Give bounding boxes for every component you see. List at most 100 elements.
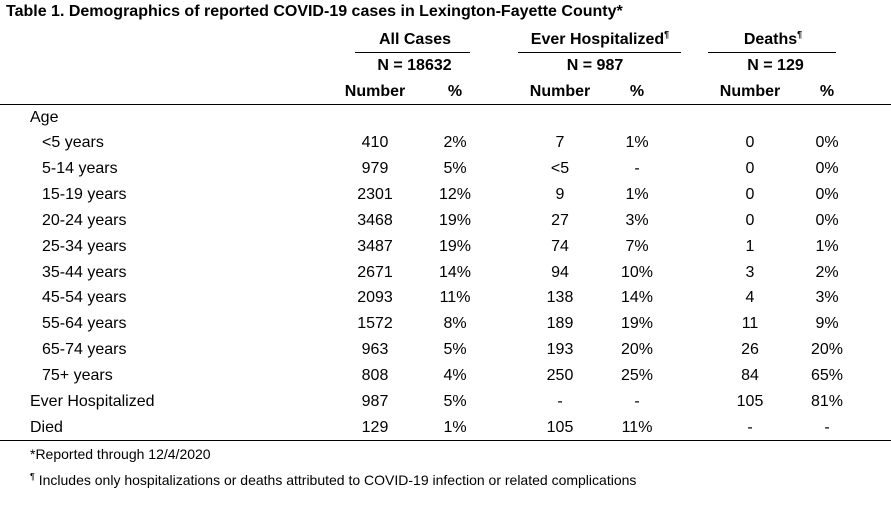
row-label: 5-14 years	[42, 160, 118, 177]
table-cell: 25%	[620, 367, 654, 384]
table-row: 5-14 years 979 5% <5 - 0 0%	[0, 160, 891, 186]
table-cell: 2%	[443, 134, 467, 151]
group-header-ever-hospitalized: Ever Hospitalized¶	[520, 29, 680, 49]
table-cell: 987	[361, 393, 389, 410]
group-underline	[708, 52, 836, 53]
subheader-percent: %	[447, 83, 463, 100]
table-row: 55-64 years 1572 8% 189 19% 11 9%	[0, 315, 891, 341]
table-cell: 410	[361, 134, 389, 151]
group-header-deaths: Deaths¶	[718, 29, 828, 49]
table-row: Died 129 1% 105 11% - -	[0, 419, 891, 445]
table-cell: 74	[551, 238, 569, 255]
table-cell: 0%	[815, 160, 839, 177]
table-cell: 0	[745, 212, 755, 229]
row-label: 20-24 years	[42, 212, 127, 229]
group-underline	[518, 52, 681, 53]
table-cell: 808	[361, 367, 389, 384]
table-cell: <5	[550, 160, 570, 177]
footnote-mark: ¶	[664, 29, 670, 40]
table-cell: -	[747, 419, 753, 436]
row-label: 15-19 years	[42, 186, 127, 203]
table-cell: 1%	[443, 419, 467, 436]
table-cell: 65%	[810, 367, 844, 384]
table-cell: 0%	[815, 212, 839, 229]
table-cell: 19%	[620, 315, 654, 332]
table-cell: 0	[745, 160, 755, 177]
table-cell: 250	[546, 367, 574, 384]
group-header-all-cases: All Cases	[360, 31, 470, 49]
subheader-percent: %	[819, 83, 835, 100]
table-cell: 979	[361, 160, 389, 177]
table-cell: -	[634, 160, 640, 177]
table-cell: 3	[745, 264, 755, 281]
table-cell: 138	[546, 289, 574, 306]
row-label: Died	[30, 419, 63, 436]
row-label: 25-34 years	[42, 238, 127, 255]
table-cell: 1%	[815, 238, 839, 255]
table-cell: 105	[546, 419, 574, 436]
footnote-text: Includes only hospitalizations or deaths…	[38, 472, 637, 488]
bottom-rule	[0, 440, 891, 441]
table-cell: 7	[555, 134, 565, 151]
row-label: Ever Hospitalized	[30, 393, 155, 410]
table-cell: 3487	[357, 238, 393, 255]
footnote-includes: ¶ Includes only hospitalizations or deat…	[30, 472, 636, 488]
table-cell: 20%	[810, 341, 844, 358]
table-cell: 193	[546, 341, 574, 358]
subheader-percent: %	[629, 83, 645, 100]
group-underline	[355, 52, 470, 53]
row-label: 75+ years	[42, 367, 113, 384]
table-row: 25-34 years 3487 19% 74 7% 1 1%	[0, 238, 891, 264]
row-label: 35-44 years	[42, 264, 127, 281]
table-cell: 7%	[625, 238, 649, 255]
group-name: Deaths	[743, 31, 798, 48]
table-cell: -	[634, 393, 640, 410]
table-row: 75+ years 808 4% 250 25% 84 65%	[0, 367, 891, 393]
table-cell: 4%	[443, 367, 467, 384]
n-all-cases: N = 18632	[377, 57, 452, 74]
table-cell: -	[824, 419, 830, 436]
table-cell: 1%	[625, 186, 649, 203]
table-cell: 0%	[815, 134, 839, 151]
table-cell: 3%	[625, 212, 649, 229]
table-cell: 5%	[443, 393, 467, 410]
table-cell: 14%	[438, 264, 472, 281]
table-cell: -	[557, 393, 563, 410]
table-cell: 3468	[357, 212, 393, 229]
table-cell: 0%	[815, 186, 839, 203]
table-cell: 9	[555, 186, 565, 203]
table-cell: 81%	[810, 393, 844, 410]
table-row: 15-19 years 2301 12% 9 1% 0 0%	[0, 186, 891, 212]
table-cell: 11%	[439, 289, 471, 306]
footnote-mark: ¶	[30, 471, 35, 482]
row-label: 55-64 years	[42, 315, 127, 332]
table-row: 45-54 years 2093 11% 138 14% 4 3%	[0, 289, 891, 315]
n-deaths: N = 129	[747, 57, 804, 74]
row-label: 65-74 years	[42, 341, 127, 358]
table-cell: 9%	[815, 315, 839, 332]
table-cell: 84	[741, 367, 759, 384]
table-row: <5 years 410 2% 7 1% 0 0%	[0, 134, 891, 160]
n-ever-hospitalized: N = 987	[566, 57, 624, 74]
table-cell: 94	[551, 264, 569, 281]
row-label: 45-54 years	[42, 289, 127, 306]
table-cell: 19%	[438, 212, 472, 229]
table-cell: 963	[361, 341, 389, 358]
table-cell: 2093	[357, 289, 393, 306]
table-row: 35-44 years 2671 14% 94 10% 3 2%	[0, 264, 891, 290]
table-cell: 2301	[357, 186, 393, 203]
table-cell: 2671	[357, 264, 393, 281]
group-name: All Cases	[378, 31, 452, 48]
table-cell: 20%	[620, 341, 654, 358]
group-name: Ever Hospitalized	[530, 31, 665, 48]
table-cell: 129	[361, 419, 389, 436]
table-cell: 12%	[438, 186, 472, 203]
table-cell: 0	[745, 186, 755, 203]
subheader-number: Number	[719, 83, 781, 100]
table-cell: 5%	[443, 160, 467, 177]
footnote-mark: ¶	[797, 29, 803, 40]
table-cell: 1	[745, 238, 755, 255]
table-cell: 26	[741, 341, 759, 358]
footnote-text: *Reported through 12/4/2020	[30, 446, 211, 462]
subheader-number: Number	[529, 83, 591, 100]
